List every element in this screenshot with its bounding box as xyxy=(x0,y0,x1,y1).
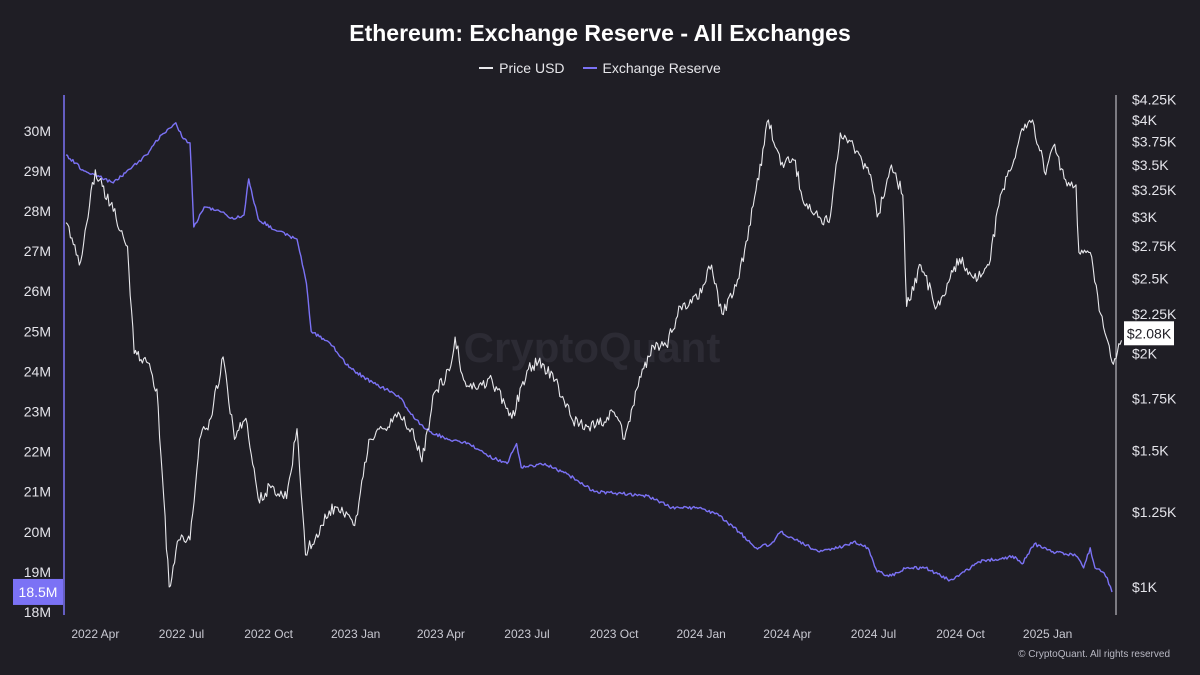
x-tick-label: 2023 Oct xyxy=(590,627,639,641)
legend-swatch-price xyxy=(479,67,494,69)
right-tick-label: $3.75K xyxy=(1132,134,1177,150)
copyright-notice: © CryptoQuant. All rights reserved xyxy=(1018,649,1170,660)
left-tick-label: 19M xyxy=(24,564,51,580)
series-layer xyxy=(65,119,1123,593)
left-tick-label: 25M xyxy=(24,323,51,339)
right-tick-label: $2.75K xyxy=(1132,238,1177,254)
x-tick-label: 2023 Jan xyxy=(331,627,380,641)
right-axis: $1K $1.25K $1.5K $1.75K $2K $2.25K $2.5K $2.75K… xyxy=(1115,92,1177,615)
x-tick-label: 2022 Apr xyxy=(71,627,119,641)
left-current-badge xyxy=(13,578,63,605)
right-tick-label: $2.25K xyxy=(1132,306,1177,322)
right-tick-label: $3.5K xyxy=(1132,157,1169,173)
right-tick-label: $1.75K xyxy=(1132,390,1177,406)
x-tick-label: 2022 Oct xyxy=(244,627,293,641)
legend-item-reserve[interactable]: Exchange Reserve xyxy=(582,60,721,76)
x-tick-label: 2024 Jul xyxy=(851,627,896,641)
value-badges: 18.5M $2.08K xyxy=(13,321,1174,605)
watermark: CryptoQuant xyxy=(464,324,721,371)
series-line-exchange-reserve xyxy=(65,122,1113,593)
x-tick-label: 2023 Apr xyxy=(417,627,465,641)
left-current-label: 18.5M xyxy=(19,584,58,600)
right-tick-label: $1.5K xyxy=(1132,442,1169,458)
left-tick-label: 26M xyxy=(24,283,51,299)
legend-item-price[interactable]: Price USD xyxy=(479,60,565,76)
right-tick-label: $3K xyxy=(1132,209,1158,225)
left-tick-label: 22M xyxy=(24,444,51,460)
x-tick-label: 2022 Jul xyxy=(159,627,204,641)
right-tick-label: $4K xyxy=(1132,112,1158,128)
left-tick-label: 27M xyxy=(24,243,51,259)
right-tick-label: $4.25K xyxy=(1132,92,1177,108)
left-axis: 18M 19M 20M 21M 22M 23M 24M 25M 26M 27M 28M 29M 30M xyxy=(24,95,65,620)
left-tick-label: 28M xyxy=(24,203,51,219)
series-line-price-usd xyxy=(65,119,1123,588)
left-tick-label: 18M xyxy=(24,604,51,620)
x-axis: 2022 Apr 2022 Jul 2022 Oct 2023 Jan 2023 Apr… xyxy=(71,627,1072,641)
right-tick-label: $2K xyxy=(1132,346,1158,362)
left-tick-label: 21M xyxy=(24,484,51,500)
chart-title: Ethereum: Exchange Reserve - All Exchang… xyxy=(349,20,851,46)
left-tick-label: 23M xyxy=(24,404,51,420)
chart-legend: Price USD Exchange Reserve xyxy=(0,60,1200,76)
left-tick-label: 24M xyxy=(24,363,51,379)
legend-label-reserve: Exchange Reserve xyxy=(602,60,721,76)
left-tick-label: 30M xyxy=(24,123,51,139)
legend-swatch-reserve xyxy=(582,67,597,69)
right-tick-label: $3.25K xyxy=(1132,182,1177,198)
x-tick-label: 2024 Jan xyxy=(676,627,725,641)
x-tick-label: 2023 Jul xyxy=(504,627,549,641)
left-tick-label: 29M xyxy=(24,163,51,179)
right-current-badge xyxy=(1124,321,1174,346)
legend-label-price: Price USD xyxy=(499,60,565,76)
right-tick-label: $1K xyxy=(1132,579,1158,595)
x-tick-label: 2025 Jan xyxy=(1023,627,1072,641)
right-tick-label: $2.5K xyxy=(1132,270,1169,286)
right-current-label: $2.08K xyxy=(1127,325,1172,341)
left-tick-label: 20M xyxy=(24,524,51,540)
x-tick-label: 2024 Oct xyxy=(936,627,985,641)
x-tick-label: 2024 Apr xyxy=(763,627,811,641)
right-tick-label: $1.25K xyxy=(1132,504,1177,520)
